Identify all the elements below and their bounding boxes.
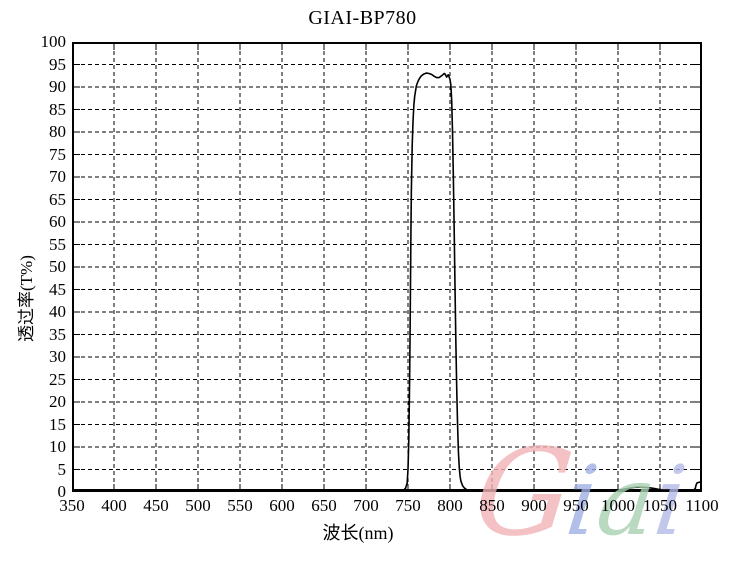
y-axis-title: 透过率(T%) <box>17 255 36 342</box>
y-tick-label: 20 <box>49 392 66 411</box>
x-tick-label: 950 <box>563 496 589 515</box>
x-tick-label: 550 <box>227 496 253 515</box>
y-tick-label: 55 <box>49 234 66 254</box>
x-tick-label: 1050 <box>643 496 677 515</box>
y-tick-label: 10 <box>49 437 66 456</box>
y-tick-label: 75 <box>49 144 66 164</box>
y-tick-label: 45 <box>49 279 66 299</box>
y-tick-label: 15 <box>49 414 66 434</box>
y-tick-label: 60 <box>49 212 66 231</box>
x-axis-title: 波长(nm) <box>322 523 394 543</box>
x-tick-label: 800 <box>437 496 463 515</box>
y-tick-label: 90 <box>49 77 66 96</box>
y-tick-label: 0 <box>57 482 67 501</box>
x-tick-label: 350 <box>59 496 85 515</box>
y-tick-label: 100 <box>40 32 67 51</box>
x-tick-label: 650 <box>311 496 337 515</box>
x-tick-label: 900 <box>521 496 547 515</box>
x-tick-label: 1000 <box>601 496 635 515</box>
y-tick-label: 50 <box>49 257 66 276</box>
transmittance-curve <box>72 72 702 492</box>
y-tick-label: 95 <box>49 54 66 74</box>
y-tick-label: 5 <box>57 459 67 479</box>
x-tick-label: 750 <box>395 496 421 515</box>
y-tick-label: 40 <box>49 302 66 321</box>
plot-area <box>72 42 702 492</box>
y-tick-label: 25 <box>49 369 66 389</box>
y-tick-label: 65 <box>49 189 66 209</box>
x-tick-label: 400 <box>101 496 127 515</box>
x-tick-label: 450 <box>143 496 169 515</box>
x-tick-label: 1100 <box>685 496 719 515</box>
chart-title: GIAI-BP780 <box>308 7 417 29</box>
y-tick-label: 85 <box>49 99 66 119</box>
y-tick-label: 35 <box>49 324 66 344</box>
x-tick-label: 600 <box>269 496 295 515</box>
x-tick-label: 700 <box>353 496 379 515</box>
y-tick-label: 80 <box>49 122 66 141</box>
x-tick-label: 500 <box>185 496 211 515</box>
y-tick-label: 30 <box>49 347 66 366</box>
y-tick-label: 70 <box>49 167 66 186</box>
x-tick-label: 850 <box>479 496 505 515</box>
